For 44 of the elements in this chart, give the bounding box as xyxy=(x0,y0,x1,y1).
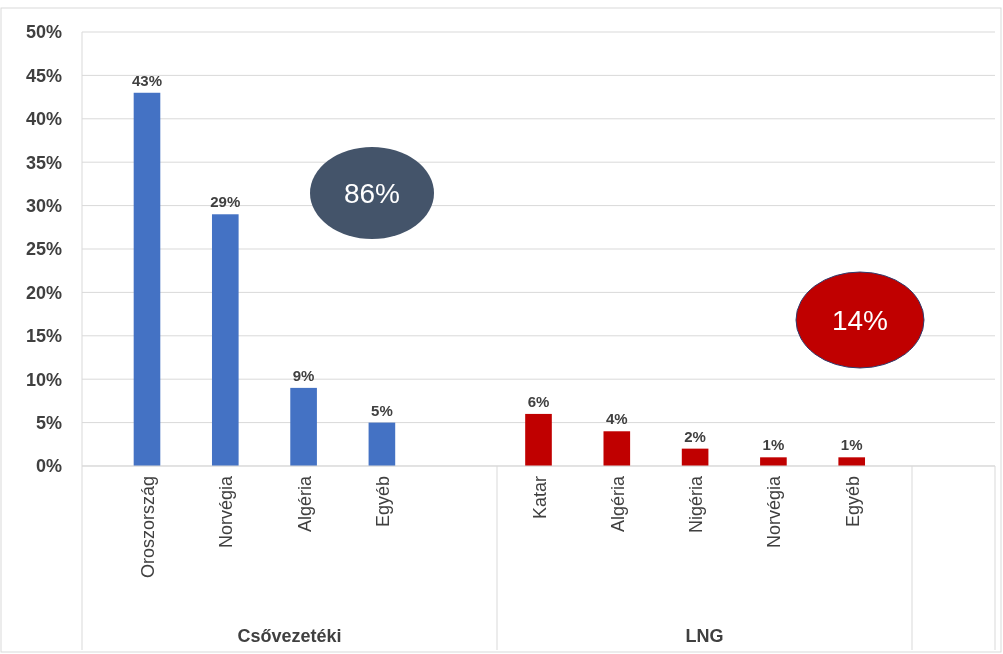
x-tick-label: Egyéb xyxy=(842,476,863,528)
y-tick-label: 35% xyxy=(25,152,62,173)
data-label: 6% xyxy=(527,392,550,410)
data-label: 43% xyxy=(131,71,163,89)
bar xyxy=(603,431,631,466)
text: LNG xyxy=(685,626,724,646)
y-tick-label: 50% xyxy=(25,22,62,43)
y-tick-label: 20% xyxy=(25,282,62,303)
y-tick-label: 25% xyxy=(25,239,62,260)
x-tick-label: Nigéria xyxy=(686,475,707,534)
bar xyxy=(760,457,787,466)
data-label: 5% xyxy=(371,401,393,419)
x-tick-label: Oroszország xyxy=(137,476,158,579)
bar xyxy=(681,448,709,466)
y-tick-label: 30% xyxy=(25,195,62,216)
bar xyxy=(290,387,317,466)
y-tick-label: 5% xyxy=(35,412,62,433)
x-tick-label: Egyéb xyxy=(372,476,393,528)
data-label: 1% xyxy=(840,436,863,454)
bar xyxy=(525,413,552,466)
y-tick-label: 10% xyxy=(25,369,62,390)
y-tick-label: 40% xyxy=(25,109,62,130)
x-tick-label: Katar xyxy=(529,476,550,520)
annotation: 86% xyxy=(343,177,401,209)
text: Csővezetéki xyxy=(237,626,342,646)
data-label: 29% xyxy=(210,193,241,211)
ellipse-badge: 14% xyxy=(795,271,925,369)
y-tick-label: 45% xyxy=(25,65,62,86)
x-tick-label: Norvégia xyxy=(216,475,237,549)
ellipse-badge: 86% xyxy=(310,147,434,239)
x-tick-label: Norvégia xyxy=(764,475,785,549)
bar xyxy=(133,92,161,466)
x-tick-label: Algéria xyxy=(294,475,315,533)
bar xyxy=(368,422,396,466)
bar xyxy=(838,457,866,466)
data-label: 4% xyxy=(605,410,628,428)
x-tick-label: Algéria xyxy=(607,475,628,533)
bar xyxy=(211,214,239,466)
y-tick-label: 15% xyxy=(25,326,62,347)
data-label: 1% xyxy=(762,436,785,454)
data-label: 9% xyxy=(292,366,315,384)
annotation: 14% xyxy=(831,304,889,336)
data-label: 2% xyxy=(684,427,706,445)
y-tick-label: 0% xyxy=(35,456,62,477)
